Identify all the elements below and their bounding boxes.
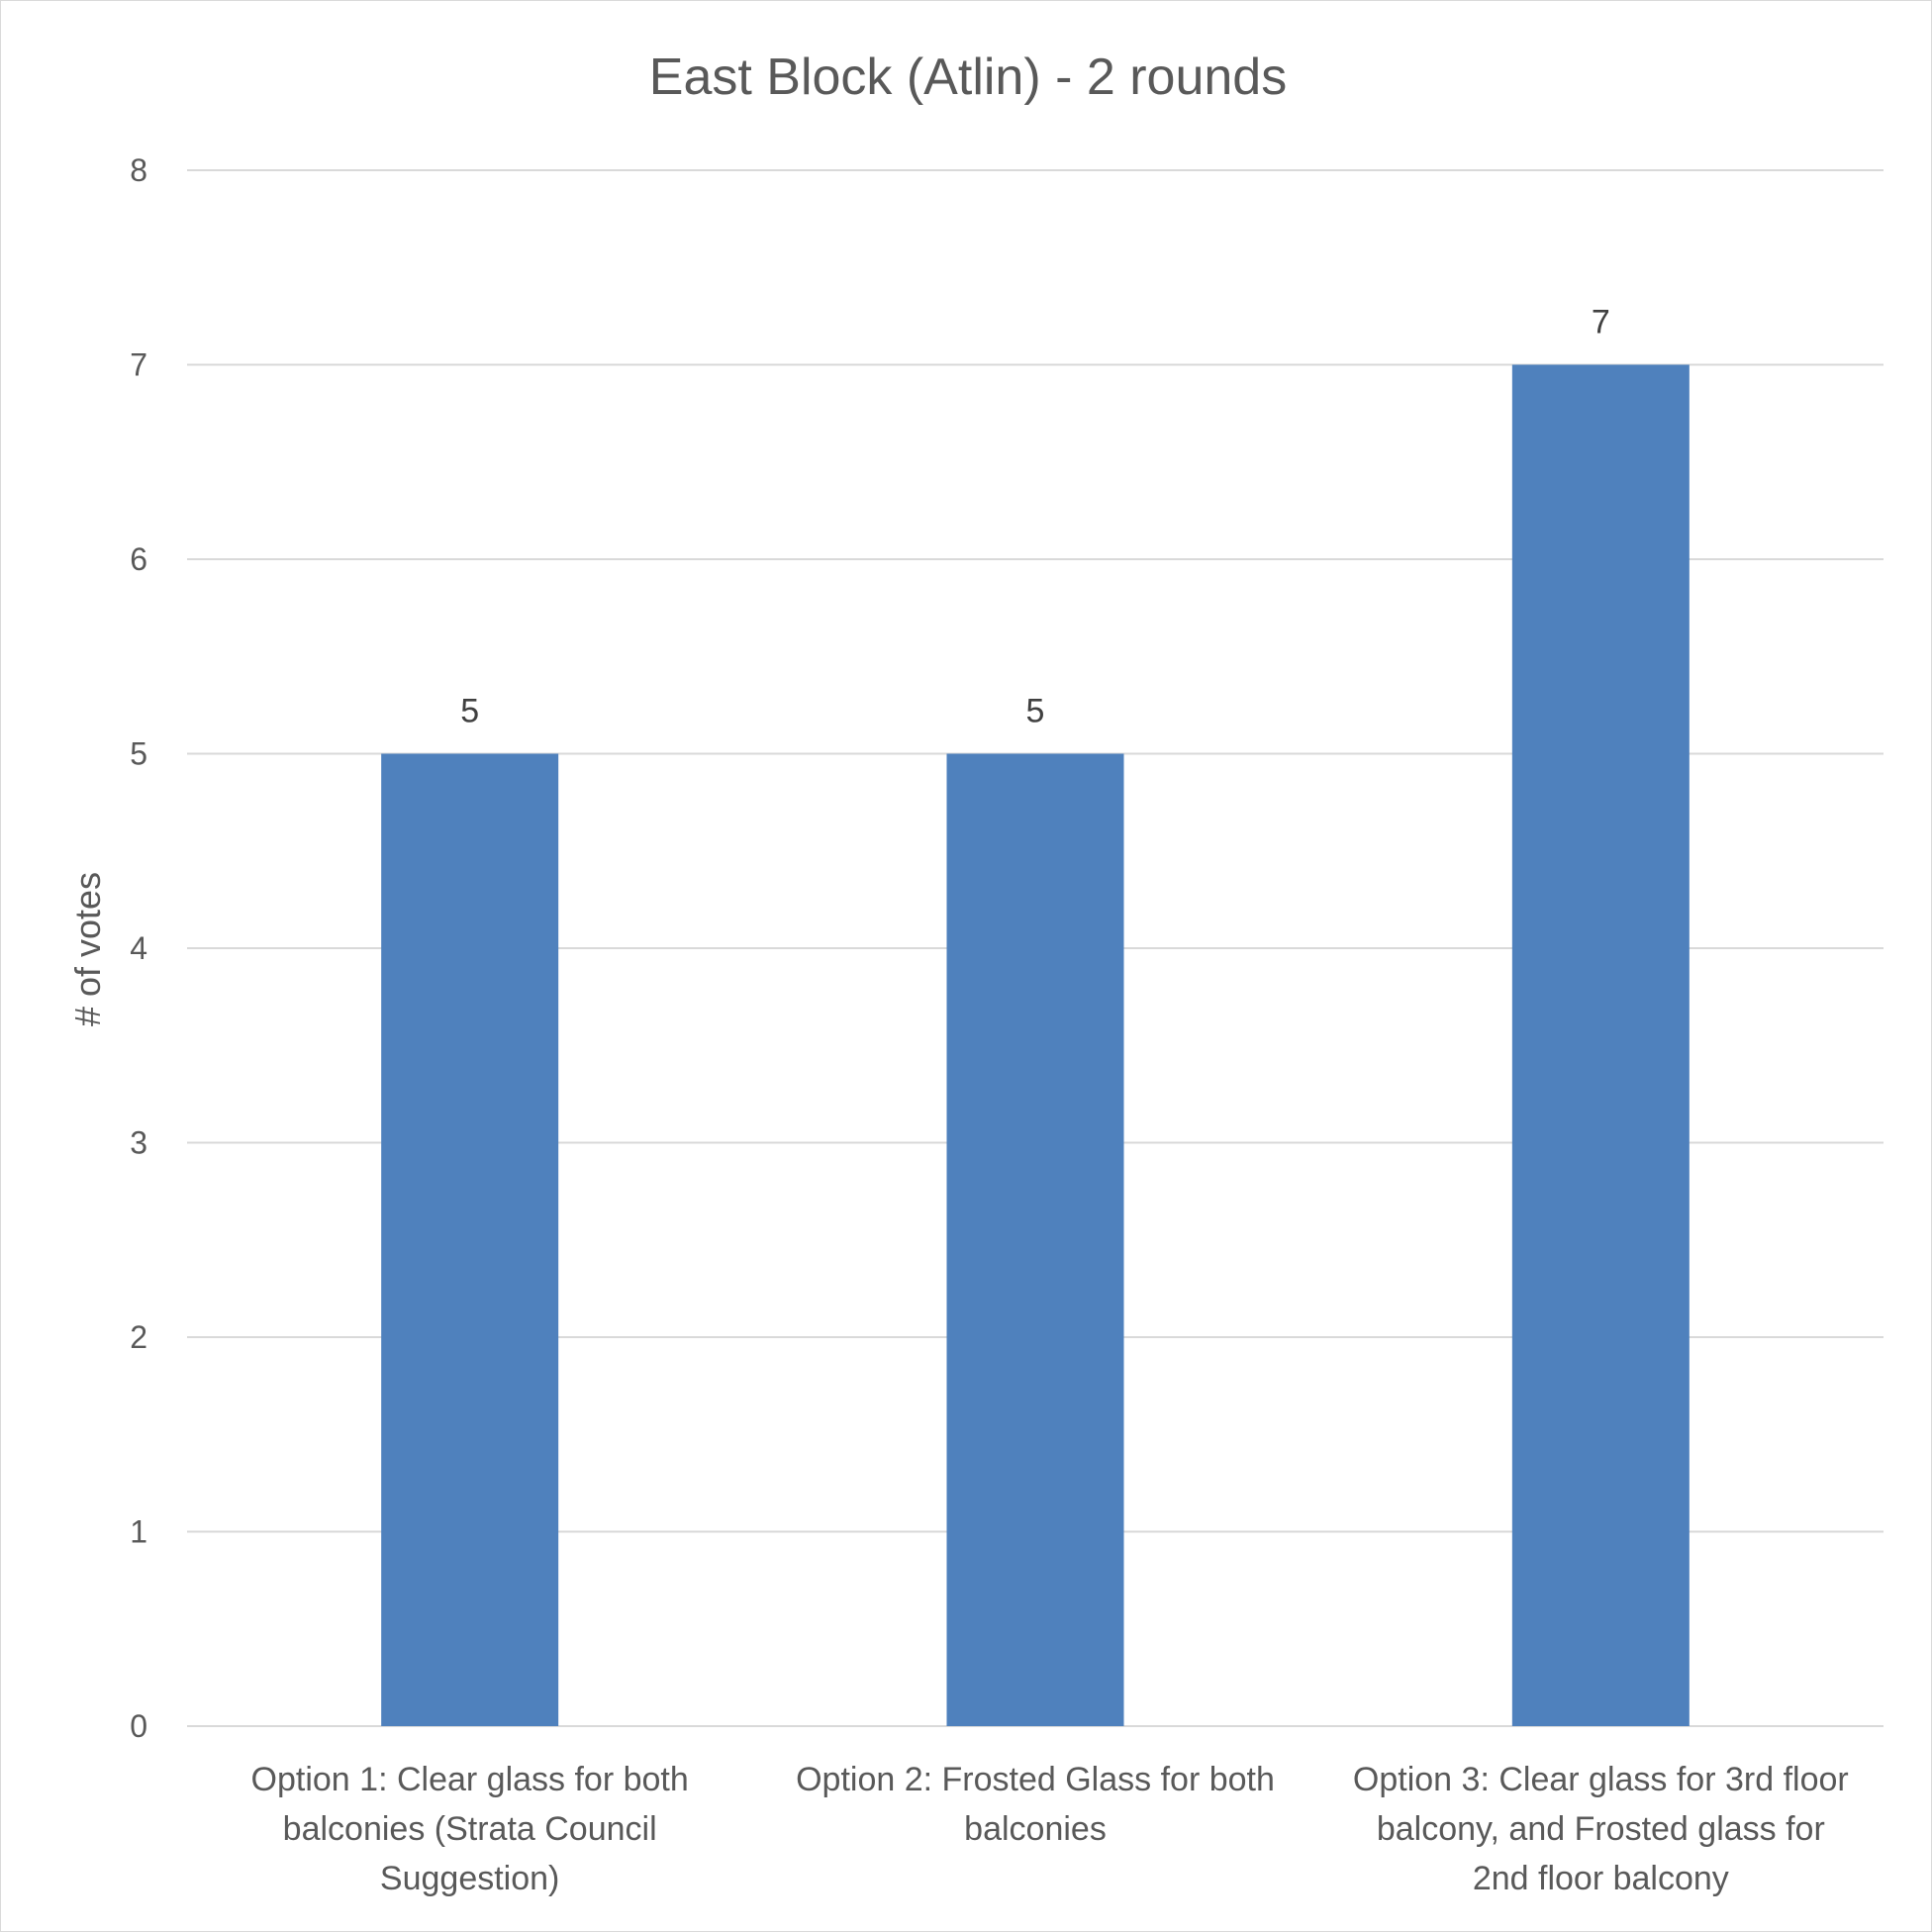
y-tick-label: 2 xyxy=(130,1319,147,1355)
data-label: 7 xyxy=(1592,304,1610,341)
bar xyxy=(946,753,1124,1726)
y-tick-label: 3 xyxy=(130,1125,147,1161)
chart-title: East Block (Atlin) - 2 rounds xyxy=(649,48,1287,106)
data-labels: 5 5 7 xyxy=(460,304,1610,730)
y-tick-label: 0 xyxy=(130,1708,147,1744)
x-category-label: Option 1: Clear glass for both balconies … xyxy=(251,1761,689,1897)
data-label: 5 xyxy=(460,693,479,730)
bar xyxy=(381,753,559,1726)
data-label: 5 xyxy=(1026,693,1045,730)
x-category-label: Option 3: Clear glass for 3rd floor balco… xyxy=(1353,1761,1849,1897)
y-tick-label: 6 xyxy=(130,541,147,577)
x-category-label: Option 2: Frosted Glass for both balconie… xyxy=(796,1761,1275,1848)
y-tick-label: 7 xyxy=(130,347,147,383)
y-tick-label: 5 xyxy=(130,736,147,772)
y-tick-label: 8 xyxy=(130,152,147,188)
y-axis-label: # of votes xyxy=(67,872,108,1026)
y-tick-label: 4 xyxy=(130,930,147,966)
y-tick-label: 1 xyxy=(130,1514,147,1550)
bar xyxy=(1511,364,1690,1726)
y-axis-ticks: 0 1 2 3 4 5 6 7 8 xyxy=(130,152,147,1744)
category-labels: Option 1: Clear glass for both balconies … xyxy=(251,1761,1849,1897)
bars xyxy=(381,364,1690,1726)
